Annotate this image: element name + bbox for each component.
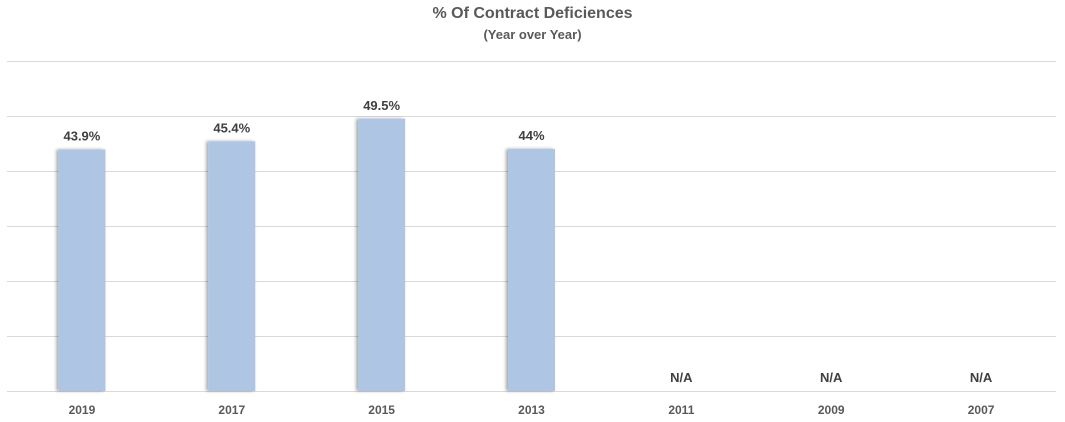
x-tick-label: 2017 xyxy=(218,403,245,417)
x-tick-label: 2019 xyxy=(69,403,96,417)
data-label-2015: 49.5% xyxy=(363,98,400,113)
data-label-2011: N/A xyxy=(670,370,693,385)
chart-subtitle: (Year over Year) xyxy=(483,27,582,42)
x-tick-label: 2007 xyxy=(968,403,995,417)
x-tick-label: 2011 xyxy=(668,403,694,417)
bar-2013 xyxy=(508,149,555,391)
data-label-2019: 43.9% xyxy=(63,129,100,144)
chart-title: % Of Contract Deficiences xyxy=(432,5,633,22)
x-tick-label: 2009 xyxy=(818,403,845,417)
data-label-2017: 45.4% xyxy=(213,120,250,135)
bar-2015 xyxy=(358,118,406,391)
data-label-2007: N/A xyxy=(970,370,993,385)
x-tick-label: 2015 xyxy=(368,403,395,417)
bar-2019 xyxy=(58,149,106,391)
x-tick-label: 2013 xyxy=(518,403,545,417)
data-label-2013: 44% xyxy=(518,128,544,143)
bar-2017 xyxy=(208,141,256,391)
data-label-2009: N/A xyxy=(820,370,843,385)
